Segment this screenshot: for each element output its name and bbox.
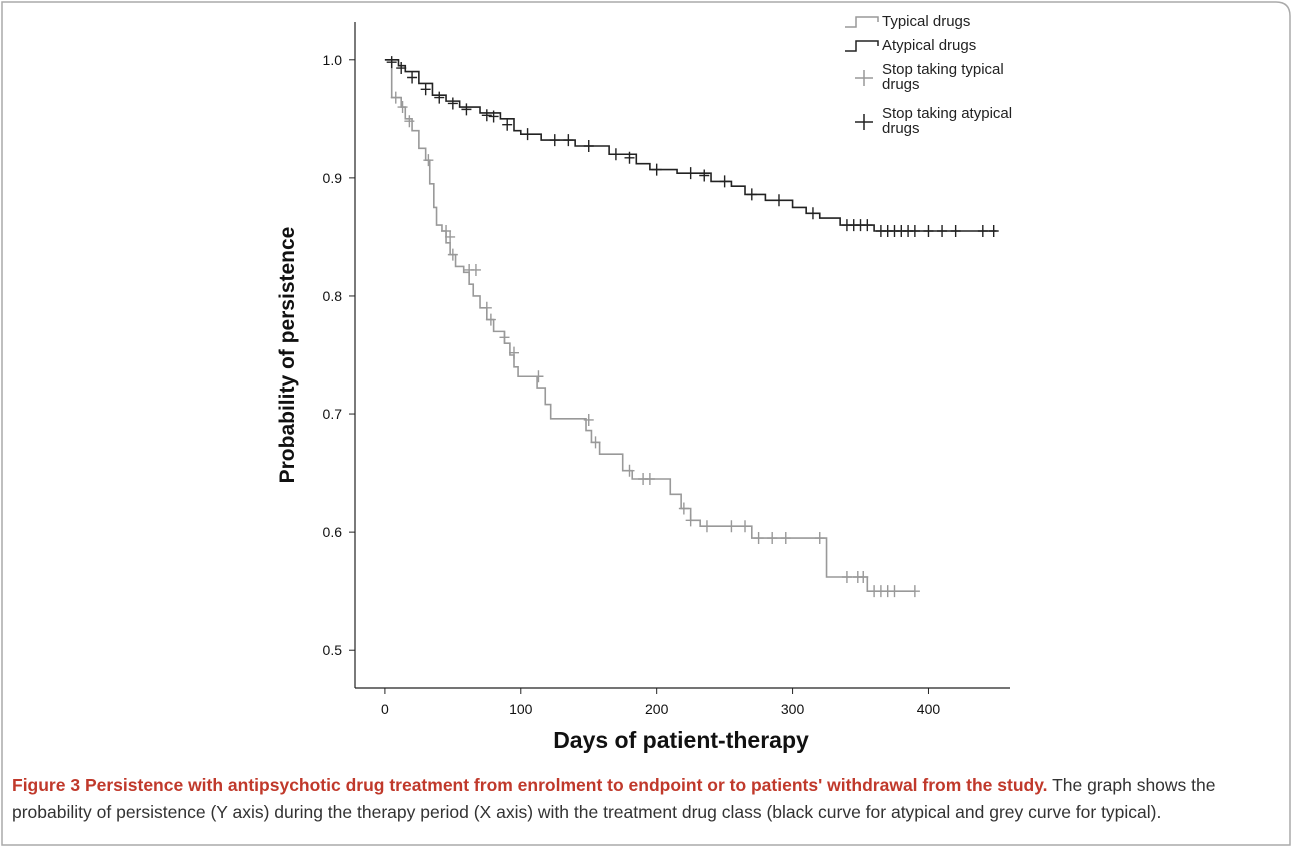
censor-mark (746, 188, 757, 201)
legend-label: Stop taking typical drugs (882, 61, 1004, 93)
censor-mark (841, 571, 852, 583)
censor-mark (740, 520, 751, 533)
censor-mark (533, 370, 544, 383)
y-tick-label: 0.9 (323, 170, 343, 186)
legend-label: Stop taking atypical drugs (882, 105, 1013, 137)
y-tick-label: 0.8 (323, 288, 343, 304)
y-tick-label: 1.0 (323, 52, 343, 68)
censor-mark (862, 219, 873, 232)
censor-mark (396, 62, 407, 75)
survival-curve (384, 58, 915, 592)
censor-mark (988, 225, 999, 238)
caption-text: The graph shows the probability of persi… (12, 775, 1216, 822)
censor-mark (937, 225, 948, 238)
censor-mark (889, 585, 900, 598)
caption: Figure 3 Persistence with antipsychotic … (12, 772, 1277, 826)
censor-mark (651, 163, 662, 176)
x-axis-label: Days of patient-therapy (553, 727, 809, 753)
censor-mark (610, 148, 621, 161)
censor-mark (470, 263, 481, 276)
censor-mark (590, 436, 601, 449)
censor-mark (508, 346, 519, 359)
x-tick-label: 200 (645, 701, 669, 717)
censor-mark (407, 71, 418, 84)
censor-mark (753, 532, 764, 545)
censor-mark (423, 154, 434, 167)
legend-swatch (845, 40, 879, 52)
censor-mark (441, 225, 452, 238)
censor-mark (404, 115, 415, 128)
censor-mark (563, 134, 574, 147)
censor-mark (726, 520, 737, 533)
censor-mark (780, 532, 791, 545)
censor-mark (909, 585, 920, 598)
caption-title: Persistence with antipsychotic drug trea… (84, 775, 1048, 795)
censor-mark (719, 175, 730, 188)
legend-swatch (855, 70, 873, 86)
censor-mark (485, 313, 496, 326)
censor-mark (685, 167, 696, 180)
censor-mark (522, 128, 533, 141)
x-tick-label: 300 (781, 701, 805, 717)
censor-mark (699, 169, 710, 182)
censor-mark (644, 472, 655, 485)
censor-mark (923, 225, 934, 238)
censor-mark (685, 514, 696, 527)
censor-mark (624, 464, 635, 477)
censor-mark (583, 413, 594, 426)
censor-mark (447, 97, 458, 110)
y-tick-label: 0.6 (323, 524, 343, 540)
censor-mark (499, 331, 510, 344)
censor-mark (701, 520, 712, 533)
censor-mark (445, 230, 456, 243)
censor-mark (678, 502, 689, 515)
censor-mark (488, 110, 499, 123)
legend-swatch (845, 16, 879, 28)
censor-mark (386, 56, 397, 69)
censor-mark (390, 91, 401, 104)
censor-mark (549, 134, 560, 147)
censor-mark (767, 532, 778, 545)
censor-mark (909, 225, 920, 238)
censor-mark (461, 103, 472, 116)
y-tick-label: 0.7 (323, 406, 343, 422)
censor-mark (858, 571, 869, 583)
censor-mark (583, 139, 594, 152)
censor-mark (434, 91, 445, 104)
censor-mark (502, 118, 513, 131)
x-tick-label: 0 (381, 701, 389, 717)
censor-mark (420, 83, 431, 96)
legend-label: Atypical drugs (882, 37, 977, 54)
legend-label: Typical drugs (882, 13, 971, 30)
censor-mark (977, 225, 988, 238)
censor-mark (397, 101, 408, 114)
legend-swatch (855, 114, 873, 130)
censor-mark (624, 151, 635, 164)
censor-mark (773, 194, 784, 207)
censor-mark (807, 207, 818, 220)
censor-mark (447, 248, 458, 261)
censor-mark (481, 301, 492, 314)
x-tick-label: 100 (509, 701, 533, 717)
x-tick-label: 400 (917, 701, 941, 717)
censor-mark (814, 532, 825, 545)
censor-mark (481, 109, 492, 122)
caption-label: Figure 3 (12, 775, 81, 795)
y-axis-label: Probability of persistence (276, 227, 299, 484)
censor-mark (950, 225, 961, 238)
y-tick-label: 0.5 (323, 642, 343, 658)
